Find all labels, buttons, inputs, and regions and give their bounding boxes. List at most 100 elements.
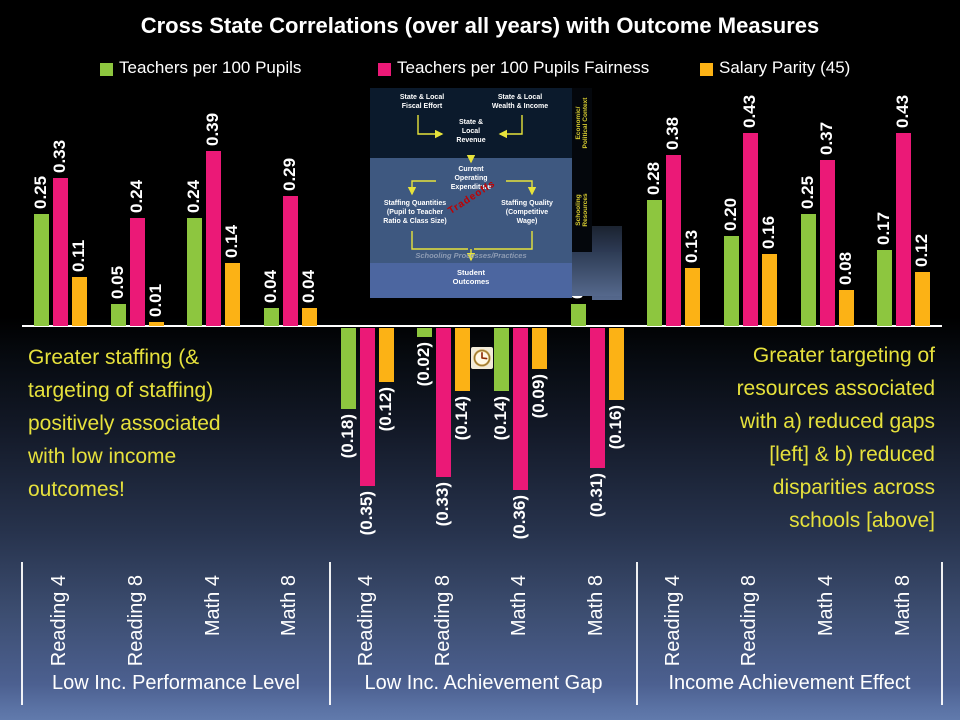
bar: [33, 213, 49, 326]
page-title: Cross State Correlations (over all years…: [140, 13, 820, 38]
bar: [589, 328, 605, 468]
bar: [359, 328, 375, 486]
legend-label: Salary Parity (45): [719, 58, 851, 77]
value-label: 0.08: [835, 251, 855, 285]
legend-item: Salary Parity (45): [700, 58, 850, 78]
bar: [819, 159, 835, 326]
value-label: 0.43: [893, 94, 913, 128]
value-label: (0.33): [433, 481, 453, 526]
legend-swatch-icon: [378, 62, 391, 76]
bar: [225, 263, 241, 326]
bar: [800, 213, 816, 326]
category-label: Math 8: [278, 575, 301, 637]
value-label: 0.43: [739, 94, 759, 128]
category-label: Math 4: [508, 575, 531, 637]
bar: [761, 254, 777, 326]
inset-side-strip: [572, 88, 592, 252]
category-label: Reading 4: [48, 575, 71, 667]
bar: [282, 195, 298, 326]
conceptual-model-inset: State & Local Fiscal Effort State & Loca…: [370, 88, 622, 300]
value-label: 0.16: [758, 215, 778, 249]
category-label: Reading 8: [125, 575, 147, 667]
value-label: 0.12: [912, 233, 932, 267]
node-operating-expenditure: Current Operating Expenditure: [450, 166, 492, 191]
category-label: Math 8: [585, 575, 607, 637]
value-label: 0.04: [260, 269, 280, 303]
inset-outcomes-section: [370, 263, 572, 298]
legend-label: Teachers per 100 Pupils: [119, 58, 302, 77]
bar: [608, 328, 624, 400]
node-staffing-quantities: Staffing Quantities (Pupil to Teacher Ra…: [383, 200, 447, 225]
group-label: Low Inc. Achievement Gap: [364, 672, 603, 694]
value-label: 0.29: [279, 157, 299, 191]
bar: [493, 328, 509, 391]
bar: [896, 132, 912, 326]
bar: [206, 150, 222, 326]
legend-swatch-icon: [100, 62, 113, 76]
category-label: Math 4: [815, 575, 837, 637]
bar: [915, 272, 931, 326]
bar: [187, 218, 203, 326]
category-label: Math 4: [201, 575, 224, 637]
legend-item: Teachers per 100 Pupils Fairness: [378, 58, 649, 78]
flow-arrow-icons: [407, 115, 537, 262]
value-label: (0.16): [605, 405, 625, 450]
axis-separator-line: [21, 562, 23, 705]
category-label: Math 8: [891, 575, 914, 637]
legend-label: Teachers per 100 Pupils Fairness: [397, 58, 650, 77]
value-label: 0.05: [107, 265, 127, 299]
value-label: 0.39: [203, 112, 223, 146]
bar: [52, 177, 68, 326]
bar: [685, 267, 701, 326]
value-label: (0.12): [375, 387, 395, 432]
bar: [455, 328, 471, 391]
value-label: 0.11: [68, 239, 88, 272]
inset-economic-section: [370, 88, 572, 158]
bar: [129, 218, 145, 326]
bar: [436, 328, 452, 477]
bar: [877, 249, 893, 326]
bar: [838, 290, 854, 326]
bar: [570, 303, 586, 326]
node-fiscal-effort: State & Local Fiscal Effort: [399, 94, 445, 110]
axis-separator-line: [329, 562, 331, 705]
value-label: 0.38: [663, 116, 683, 150]
legend-swatch-icon: [700, 62, 713, 76]
value-label: 0.14: [222, 224, 242, 258]
value-label: (0.09): [528, 373, 548, 418]
bar: [512, 328, 528, 490]
group-label: Low Inc. Performance Level: [52, 672, 300, 694]
side-label-economic: Economic/ Political Context: [575, 97, 589, 149]
value-label: 0.28: [644, 161, 664, 195]
clock-icon: [471, 347, 493, 369]
node-revenue: State & Local Revenue: [456, 119, 486, 144]
bar: [666, 155, 682, 326]
category-label: Reading 4: [661, 575, 684, 667]
value-label: 0.24: [184, 179, 204, 213]
bar: [742, 132, 758, 326]
bar: [531, 328, 547, 369]
value-label: 0.37: [816, 121, 836, 155]
value-label: (0.31): [586, 472, 606, 517]
value-label: (0.18): [337, 414, 357, 459]
annotation-left: Greater staffing (& targeting of staffin…: [28, 346, 221, 501]
value-label: 0.04: [298, 269, 318, 303]
value-label: (0.02): [414, 342, 434, 387]
axis-separator-line: [636, 562, 638, 705]
category-label: Reading 8: [431, 575, 454, 667]
x-axis-line: [22, 325, 942, 327]
value-label: (0.35): [356, 490, 376, 535]
value-label: (0.14): [490, 396, 510, 441]
value-label: 0.20: [720, 197, 740, 231]
value-label: 0.24: [126, 179, 146, 213]
bar: [301, 308, 317, 326]
bar: [647, 200, 663, 326]
legend-item: Teachers per 100 Pupils: [100, 58, 301, 78]
bar: [417, 328, 433, 337]
inset-shadow: [572, 252, 622, 296]
value-label: 0.01: [145, 283, 165, 317]
value-label: 0.17: [874, 211, 894, 245]
value-label: 0.25: [30, 175, 50, 209]
value-label: 0.13: [682, 229, 702, 263]
